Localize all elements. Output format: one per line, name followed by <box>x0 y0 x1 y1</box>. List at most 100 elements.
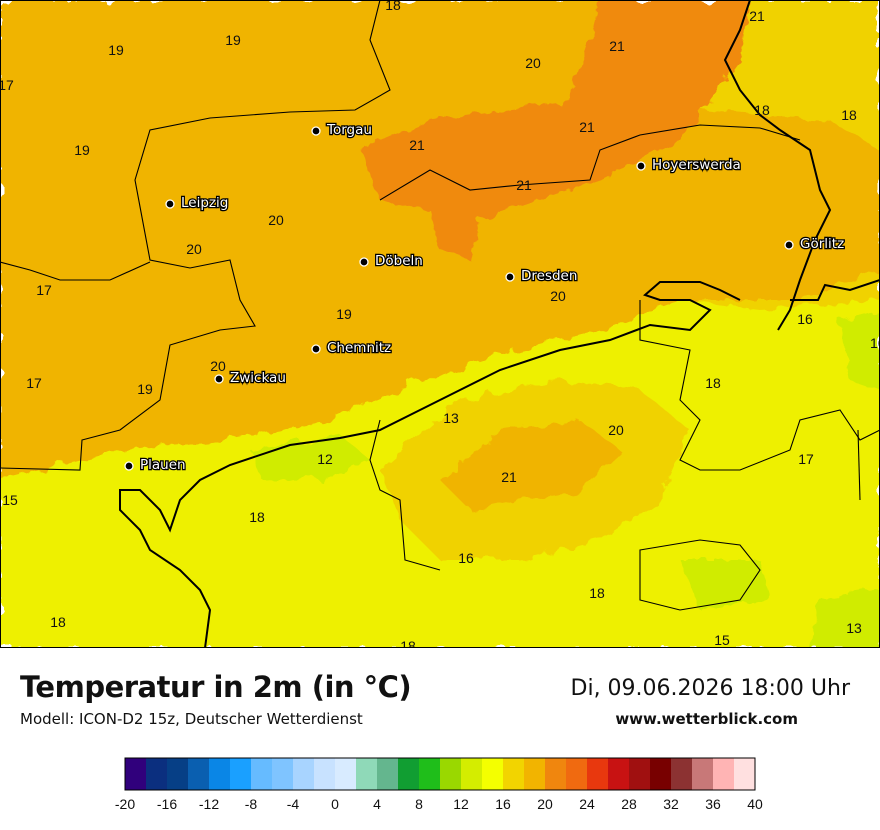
city-label: Zwickau <box>230 370 286 386</box>
temp-label: 18 <box>754 102 770 118</box>
legend-swatch <box>293 758 315 790</box>
legend-tick-label: -8 <box>245 796 258 812</box>
legend-swatch <box>314 758 336 790</box>
legend-swatch <box>671 758 693 790</box>
district-border <box>369 419 441 571</box>
district-border <box>379 124 801 201</box>
legend-swatches <box>125 758 756 790</box>
temp-label: 21 <box>409 137 425 153</box>
temp-label: 18 <box>589 585 605 601</box>
legend-tick-label: 20 <box>537 796 553 812</box>
temp-label: 18 <box>249 509 265 525</box>
legend-swatch <box>566 758 588 790</box>
legend-swatch <box>419 758 441 790</box>
legend-swatch <box>440 758 462 790</box>
legend-tick-label: 32 <box>663 796 679 812</box>
legend-tick-label: -12 <box>199 796 219 812</box>
temperature-labels: 18 21 19 21 20 17 19 18 21 18 20 21 20 2… <box>0 0 862 648</box>
city-label: Leipzig <box>181 195 228 211</box>
legend-swatch <box>734 758 756 790</box>
temp-label: 20 <box>268 212 284 228</box>
temp-label: 18 <box>705 375 721 391</box>
temp-label: 17 <box>0 77 14 93</box>
temp-label: 16 <box>458 550 474 566</box>
zone-green-13 <box>250 435 370 480</box>
legend-swatch <box>335 758 357 790</box>
city-label: Plauen <box>140 457 186 473</box>
legend-tick-label: 12 <box>453 796 469 812</box>
district-border <box>639 300 880 471</box>
temp-label: 15 <box>714 632 730 648</box>
city-chemnitz[interactable]: Chemnitz <box>311 339 392 357</box>
legend-swatch <box>377 758 399 790</box>
legend-tick-label: -4 <box>287 796 300 812</box>
temp-label: 20 <box>210 358 226 374</box>
legend-tick-label: 16 <box>495 796 511 812</box>
city-label: Dresden <box>521 268 577 284</box>
temp-label: 21 <box>501 469 517 485</box>
city-goerlitz[interactable]: Görlitz <box>784 235 845 253</box>
temp-label: 13 <box>443 410 459 426</box>
temp-label: 19 <box>336 306 352 322</box>
legend-swatch <box>608 758 630 790</box>
city-dresden[interactable]: Dresden <box>505 267 579 285</box>
district-border <box>0 0 391 471</box>
temp-label: 20 <box>550 288 566 304</box>
temp-label: 18 <box>50 614 66 630</box>
city-doebeln[interactable]: Döbeln <box>359 252 424 270</box>
city-hoyerswerda[interactable]: Hoyerswerda <box>636 156 742 174</box>
temp-label: 20 <box>186 241 202 257</box>
legend-swatch <box>461 758 483 790</box>
temp-label: 19 <box>225 32 241 48</box>
legend-swatch <box>230 758 252 790</box>
model-info: Modell: ICON-D2 15z, Deutscher Wetterdie… <box>20 710 363 728</box>
legend-tick-label: 24 <box>579 796 595 812</box>
city-zwickau[interactable]: Zwickau <box>214 369 287 387</box>
website-link[interactable]: www.wetterblick.com <box>615 710 798 728</box>
temp-label: 21 <box>749 8 765 24</box>
temperature-field <box>0 0 880 648</box>
legend-swatch <box>692 758 714 790</box>
legend-swatch <box>629 758 651 790</box>
legend-swatch <box>167 758 189 790</box>
district-border <box>0 261 151 281</box>
district-border <box>639 539 761 611</box>
legend-swatch <box>209 758 231 790</box>
legend-swatch <box>146 758 168 790</box>
temp-label: 18 <box>400 638 416 648</box>
forecast-datetime: Di, 09.06.2026 18:00 Uhr <box>570 676 850 701</box>
legend-swatch <box>650 758 672 790</box>
legend-swatch <box>713 758 735 790</box>
temp-label: 20 <box>525 55 541 71</box>
legend-tick-label: 4 <box>373 796 381 812</box>
legend-swatch <box>272 758 294 790</box>
legend-ticks: -20 -16 -12 -8 -4 0 4 8 12 16 20 24 28 32 36 40 <box>115 796 763 812</box>
temperature-map: 18 21 19 21 20 17 19 18 21 18 20 21 20 2… <box>0 0 880 648</box>
temp-label: 19 <box>137 381 153 397</box>
city-label: Hoyerswerda <box>652 157 741 173</box>
city-leipzig[interactable]: Leipzig <box>165 194 230 212</box>
district-border <box>857 429 861 501</box>
temp-label: 17 <box>26 375 42 391</box>
legend-tick-label: 0 <box>331 796 339 812</box>
city-plauen[interactable]: Plauen <box>124 456 187 474</box>
city-label: Döbeln <box>375 253 423 269</box>
temp-label: 21 <box>516 177 532 193</box>
legend-tick-label: 8 <box>415 796 423 812</box>
legend-swatch <box>545 758 567 790</box>
legend-swatch <box>587 758 609 790</box>
city-markers: Torgau Leipzig Hoyerswerda Döbeln Dresde… <box>124 121 845 474</box>
legend-swatch <box>125 758 147 790</box>
temp-label: 21 <box>579 119 595 135</box>
legend-swatch <box>356 758 378 790</box>
legend-swatch <box>251 758 273 790</box>
zone-green-pl <box>680 560 770 610</box>
city-torgau[interactable]: Torgau <box>311 121 373 139</box>
legend-swatch <box>188 758 210 790</box>
zone-green-16 <box>840 310 880 390</box>
admin-borders <box>0 0 880 611</box>
city-label: Görlitz <box>800 236 844 252</box>
temp-label: 12 <box>317 451 333 467</box>
temp-label: 17 <box>798 451 814 467</box>
legend-swatch <box>524 758 546 790</box>
